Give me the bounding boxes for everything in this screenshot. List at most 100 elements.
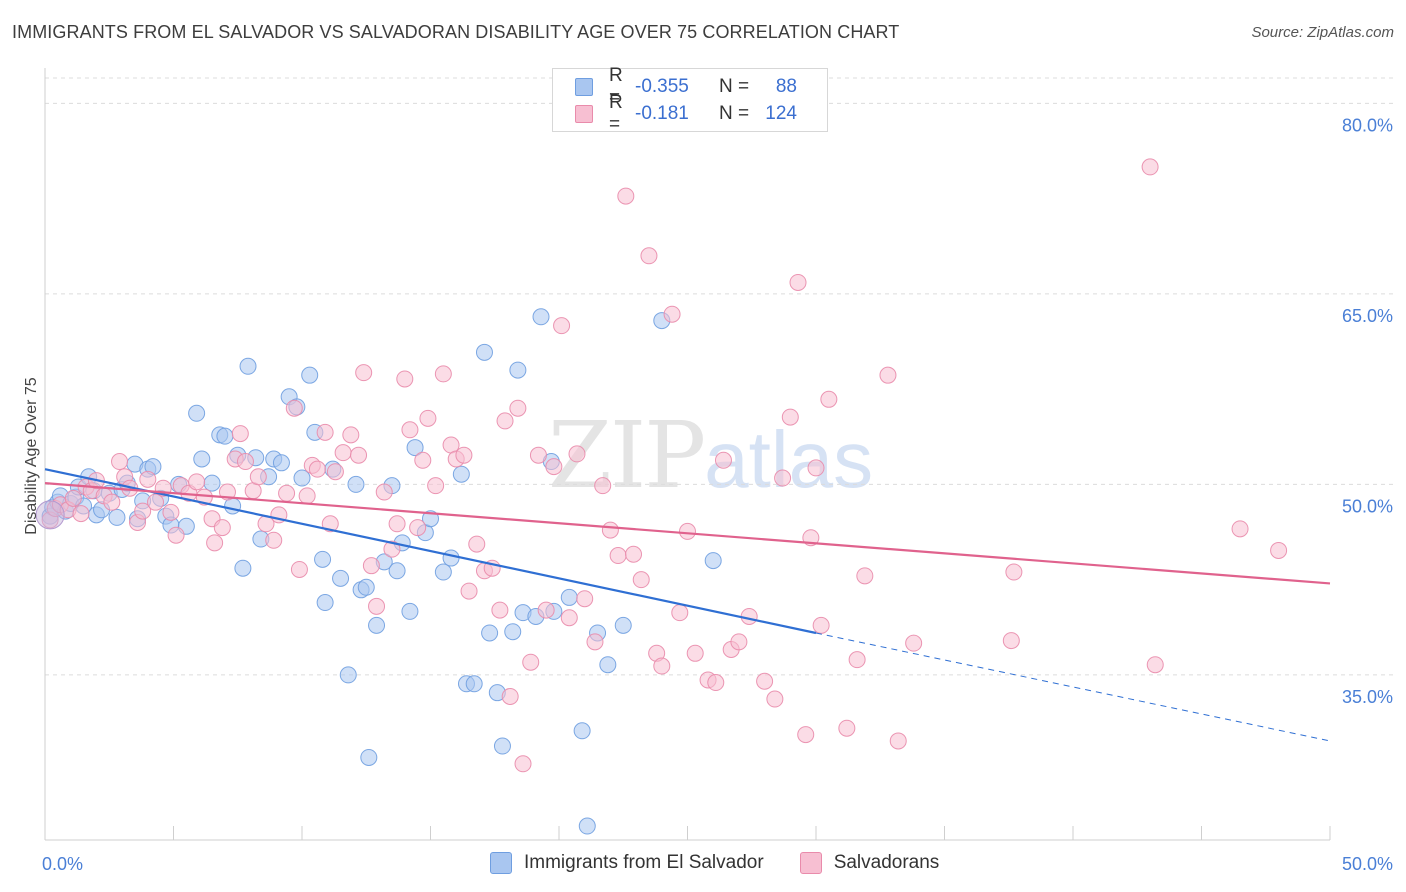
- data-point: [355, 364, 373, 382]
- data-point: [820, 390, 838, 408]
- data-point: [64, 489, 82, 507]
- data-point: [362, 557, 380, 575]
- data-point: [1005, 563, 1023, 581]
- data-point: [594, 477, 612, 495]
- x-tick-label: 0.0%: [42, 854, 83, 874]
- data-point: [234, 559, 252, 577]
- data-point: [460, 582, 478, 600]
- data-point: [774, 469, 792, 487]
- data-point: [640, 247, 658, 265]
- series-legend-salvadorans: Salvadorans: [799, 852, 939, 874]
- data-point: [807, 459, 825, 477]
- chart-title: IMMIGRANTS FROM EL SALVADOR VS SALVADORA…: [12, 22, 900, 42]
- data-point: [905, 634, 923, 652]
- trend-lines: [44, 468, 1331, 742]
- data-point: [475, 343, 493, 361]
- data-point: [468, 535, 486, 553]
- data-point: [797, 726, 815, 744]
- data-point: [316, 594, 334, 612]
- trend-line-immigrants: [44, 468, 817, 635]
- legend-r-value: -0.355: [635, 76, 689, 97]
- legend-n-value: 124: [765, 103, 797, 124]
- data-point: [239, 357, 257, 375]
- data-point: [427, 477, 445, 495]
- data-point: [308, 460, 326, 478]
- data-point: [290, 560, 308, 578]
- legend-swatch-salvadorans: [575, 105, 593, 123]
- data-point: [293, 469, 311, 487]
- data-point: [789, 273, 807, 291]
- data-point: [599, 656, 617, 674]
- data-point: [401, 421, 419, 439]
- axes: [44, 68, 1331, 841]
- data-point: [301, 366, 319, 384]
- data-point: [889, 732, 907, 750]
- data-point: [609, 547, 627, 565]
- data-point: [522, 653, 540, 671]
- data-point: [72, 505, 90, 523]
- data-point: [236, 453, 254, 471]
- data-point: [707, 674, 725, 692]
- data-point: [388, 515, 406, 533]
- data-point: [578, 817, 596, 835]
- data-point: [434, 365, 452, 383]
- y-tick-label: 80.0%: [1342, 115, 1393, 135]
- data-point: [419, 409, 437, 427]
- data-point: [879, 366, 897, 384]
- data-point: [455, 446, 473, 464]
- data-point: [383, 540, 401, 558]
- data-point: [357, 578, 375, 596]
- data-point: [465, 675, 483, 693]
- data-point: [35, 500, 65, 530]
- data-point: [298, 487, 316, 505]
- data-point: [601, 521, 619, 539]
- data-point: [586, 633, 604, 651]
- data-point: [316, 423, 334, 441]
- data-point: [545, 458, 563, 476]
- legend-row-salvadorans: R = -0.181 N = 124: [575, 92, 797, 135]
- data-point: [332, 569, 350, 587]
- grid-lines: [45, 77, 1393, 676]
- data-point: [625, 545, 643, 563]
- data-point: [632, 571, 650, 589]
- trend-line-immigrants-projection: [815, 632, 1331, 742]
- data-point: [334, 444, 352, 462]
- data-point: [188, 473, 206, 491]
- data-point: [509, 399, 527, 417]
- data-point: [653, 657, 671, 675]
- correlation-legend: R = -0.355 N = 88 R = -0.181 N = 124: [552, 65, 828, 135]
- data-point: [434, 563, 452, 581]
- series-swatch-immigrants: [490, 852, 512, 874]
- data-point: [108, 508, 126, 526]
- data-point: [167, 526, 185, 544]
- data-point: [1146, 656, 1164, 674]
- data-point: [249, 468, 267, 486]
- data-point: [1002, 632, 1020, 650]
- data-point: [193, 450, 211, 468]
- data-point: [704, 552, 722, 570]
- data-point: [231, 425, 249, 443]
- legend-n-label: N =: [719, 103, 750, 124]
- data-point: [342, 426, 360, 444]
- data-point: [314, 550, 332, 568]
- data-point: [139, 470, 157, 488]
- data-point: [756, 672, 774, 690]
- data-point: [188, 404, 206, 422]
- data-point: [321, 515, 339, 533]
- data-point: [617, 187, 635, 205]
- data-point: [134, 502, 152, 520]
- data-point: [406, 439, 424, 457]
- y-tick-label: 50.0%: [1342, 496, 1393, 516]
- data-point: [111, 453, 129, 471]
- data-point: [350, 446, 368, 464]
- data-point: [388, 562, 406, 580]
- data-point: [442, 549, 460, 567]
- data-point: [401, 602, 419, 620]
- data-point: [414, 451, 432, 469]
- data-point: [216, 427, 234, 445]
- data-point: [766, 690, 784, 708]
- data-point: [422, 510, 439, 528]
- source-credit: Source: ZipAtlas.com: [1251, 24, 1394, 41]
- data-points: [35, 158, 1288, 835]
- data-point: [504, 623, 522, 641]
